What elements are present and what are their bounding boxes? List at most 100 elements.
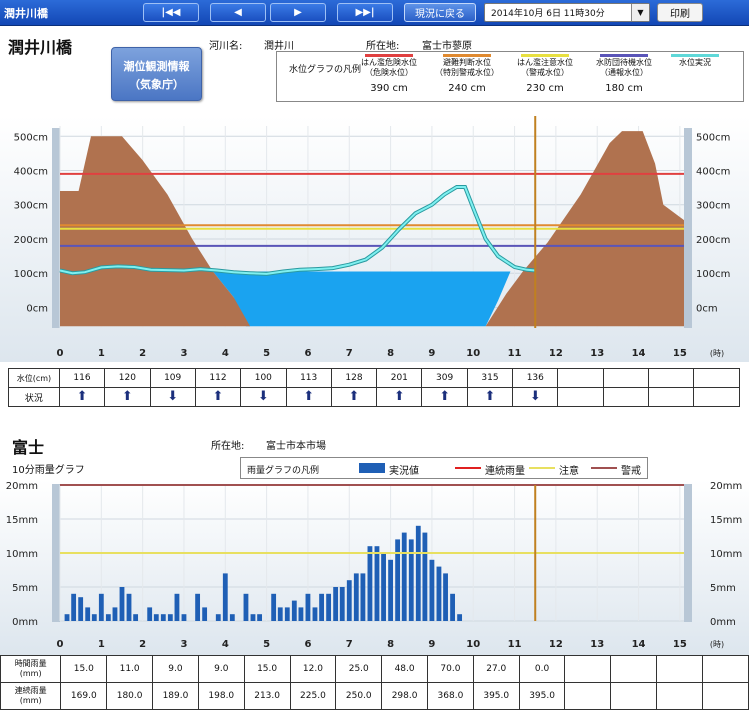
- y-tick-label: 0cm: [26, 303, 48, 314]
- x-tick-label: 0: [57, 639, 64, 650]
- legend-name: 避難判断水位: [443, 58, 491, 67]
- legend-swatch: [591, 467, 617, 469]
- rain-bar: [395, 539, 401, 621]
- last-button[interactable]: ▶▶|: [337, 3, 393, 22]
- rain-bar: [64, 614, 70, 621]
- legend-value: 390 cm: [370, 83, 408, 94]
- rain-bar: [339, 587, 345, 621]
- arrow-up-icon: ⬆: [348, 389, 360, 404]
- location-label: 所在地:: [366, 41, 400, 52]
- rainfall-table: 時間雨量 (mm) 15.0 11.0 9.0 9.0 15.0 12.0 25.0 48.0 70…: [0, 655, 749, 710]
- rain-bar: [429, 559, 435, 621]
- tide-info-button[interactable]: 潮位観測情報 （気象庁）: [111, 47, 202, 101]
- row-label-unit: (mm): [19, 696, 42, 705]
- chevron-down-icon[interactable]: ▼: [631, 4, 649, 21]
- legend-item: 水防団待機水位 （通報水位） 180 cm: [584, 54, 664, 94]
- x-tick-label: 12: [549, 639, 563, 650]
- level-cell: 116: [58, 368, 106, 388]
- trend-cell: [602, 387, 650, 407]
- hourly-cell: [564, 655, 612, 683]
- legend-name: 実況値: [389, 466, 419, 477]
- rain-bar: [167, 614, 173, 621]
- rain-bar: [277, 607, 283, 621]
- prev-button[interactable]: ◀: [210, 3, 266, 22]
- level-cell: [557, 368, 604, 388]
- rain-bar: [126, 593, 132, 621]
- y-tick-label-right: 0mm: [710, 617, 736, 628]
- legend-sub: （警戒水位）: [521, 68, 569, 77]
- x-tick-label: 13: [590, 348, 604, 359]
- level-cell: 100: [240, 368, 287, 388]
- level-cell: [693, 368, 740, 388]
- x-tick-label: 0: [57, 348, 64, 359]
- legend-name: 水位実況: [679, 58, 711, 67]
- x-tick-label: 13: [590, 639, 604, 650]
- arrow-up-icon: ⬆: [121, 389, 133, 404]
- water-legend-title: 水位グラフの凡例: [289, 65, 362, 75]
- rain-bar: [222, 573, 228, 621]
- rain-legend-title: 雨量グラフの凡例: [247, 466, 320, 476]
- rain-bar: [85, 607, 91, 621]
- water-legend: 水位グラフの凡例 はん濫危険水位 （危険水位） 390 cm 避難判断水位 （特別警戒水…: [276, 51, 744, 102]
- cumulative-cell: 395.0: [472, 682, 520, 710]
- legend-item: はん濫注意水位 （警戒水位） 230 cm: [505, 54, 585, 94]
- water-level-table: 水位(cm) 116 120 109 112 100 113 128 201 309 315 136 …: [8, 368, 740, 407]
- river-label: 河川名:: [209, 41, 243, 52]
- x-tick-label: 15: [673, 348, 687, 359]
- y-tick-label: 100cm: [14, 269, 48, 280]
- next-button[interactable]: ▶: [270, 3, 326, 22]
- x-unit-label: (時): [710, 640, 724, 649]
- rain-bar: [450, 593, 455, 621]
- trend-cell: ⬆: [466, 387, 514, 407]
- x-tick-label: 4: [222, 348, 229, 359]
- trend-cell: [693, 387, 740, 407]
- level-cell: 109: [149, 368, 196, 388]
- level-cell: [648, 368, 695, 388]
- arrow-up-icon: ⬆: [76, 389, 88, 404]
- legend-value: 230 cm: [526, 83, 564, 94]
- datetime-select[interactable]: 2014年10月 6日 11時30分 ▼: [484, 3, 650, 22]
- y-tick-label-right: 5mm: [710, 583, 736, 594]
- legend-name: 注意: [559, 466, 579, 477]
- legend-name: はん濫注意水位: [517, 58, 573, 67]
- x-tick-label: 11: [508, 348, 522, 359]
- rain-bar: [457, 614, 463, 621]
- rain-bar: [374, 546, 380, 621]
- rain-bar: [291, 600, 297, 621]
- hourly-cell: [656, 655, 703, 683]
- print-button[interactable]: 印刷: [657, 3, 703, 22]
- rain-bar: [319, 593, 324, 621]
- row-label-unit: (mm): [19, 669, 42, 678]
- rain-bar: [271, 593, 277, 621]
- cumulative-cell: 198.0: [197, 682, 245, 710]
- arrow-up-icon: ⬆: [303, 389, 315, 404]
- first-button[interactable]: |◀◀: [143, 3, 199, 22]
- x-tick-label: 7: [346, 639, 353, 650]
- level-cell: 201: [376, 368, 423, 388]
- hourly-cell: 27.0: [472, 655, 520, 683]
- rain-bar: [346, 580, 352, 621]
- rain-bar: [367, 546, 373, 621]
- rain-bar: [305, 593, 311, 621]
- cumulative-cell: [701, 682, 749, 710]
- table-row: 時間雨量 (mm) 15.0 11.0 9.0 9.0 15.0 12.0 25.0 48.0 70…: [0, 655, 749, 683]
- rain-bar: [284, 607, 290, 621]
- row-label: 連続雨量 (mm): [0, 682, 62, 710]
- arrow-down-icon: ⬇: [167, 389, 179, 404]
- table-row: 状況 ⬆ ⬆ ⬇ ⬆ ⬇ ⬆ ⬆ ⬆ ⬆ ⬆ ⬇: [8, 387, 740, 407]
- arrow-down-icon: ⬇: [529, 389, 541, 404]
- rain-bar: [333, 587, 339, 621]
- river-water: [212, 271, 511, 327]
- legend-swatch: [359, 463, 385, 473]
- legend-swatch: [455, 467, 481, 469]
- level-cell: 309: [421, 368, 468, 388]
- hourly-cell: 9.0: [152, 655, 199, 683]
- x-tick-label: 5: [263, 348, 270, 359]
- hourly-cell: 70.0: [427, 655, 474, 683]
- current-status-button[interactable]: 現況に戻る: [404, 3, 476, 22]
- rain-bar: [229, 614, 235, 621]
- row-label: 状況: [8, 387, 60, 407]
- rain-bar: [71, 593, 77, 621]
- rain-bar: [215, 614, 221, 621]
- x-tick-label: 10: [466, 348, 480, 359]
